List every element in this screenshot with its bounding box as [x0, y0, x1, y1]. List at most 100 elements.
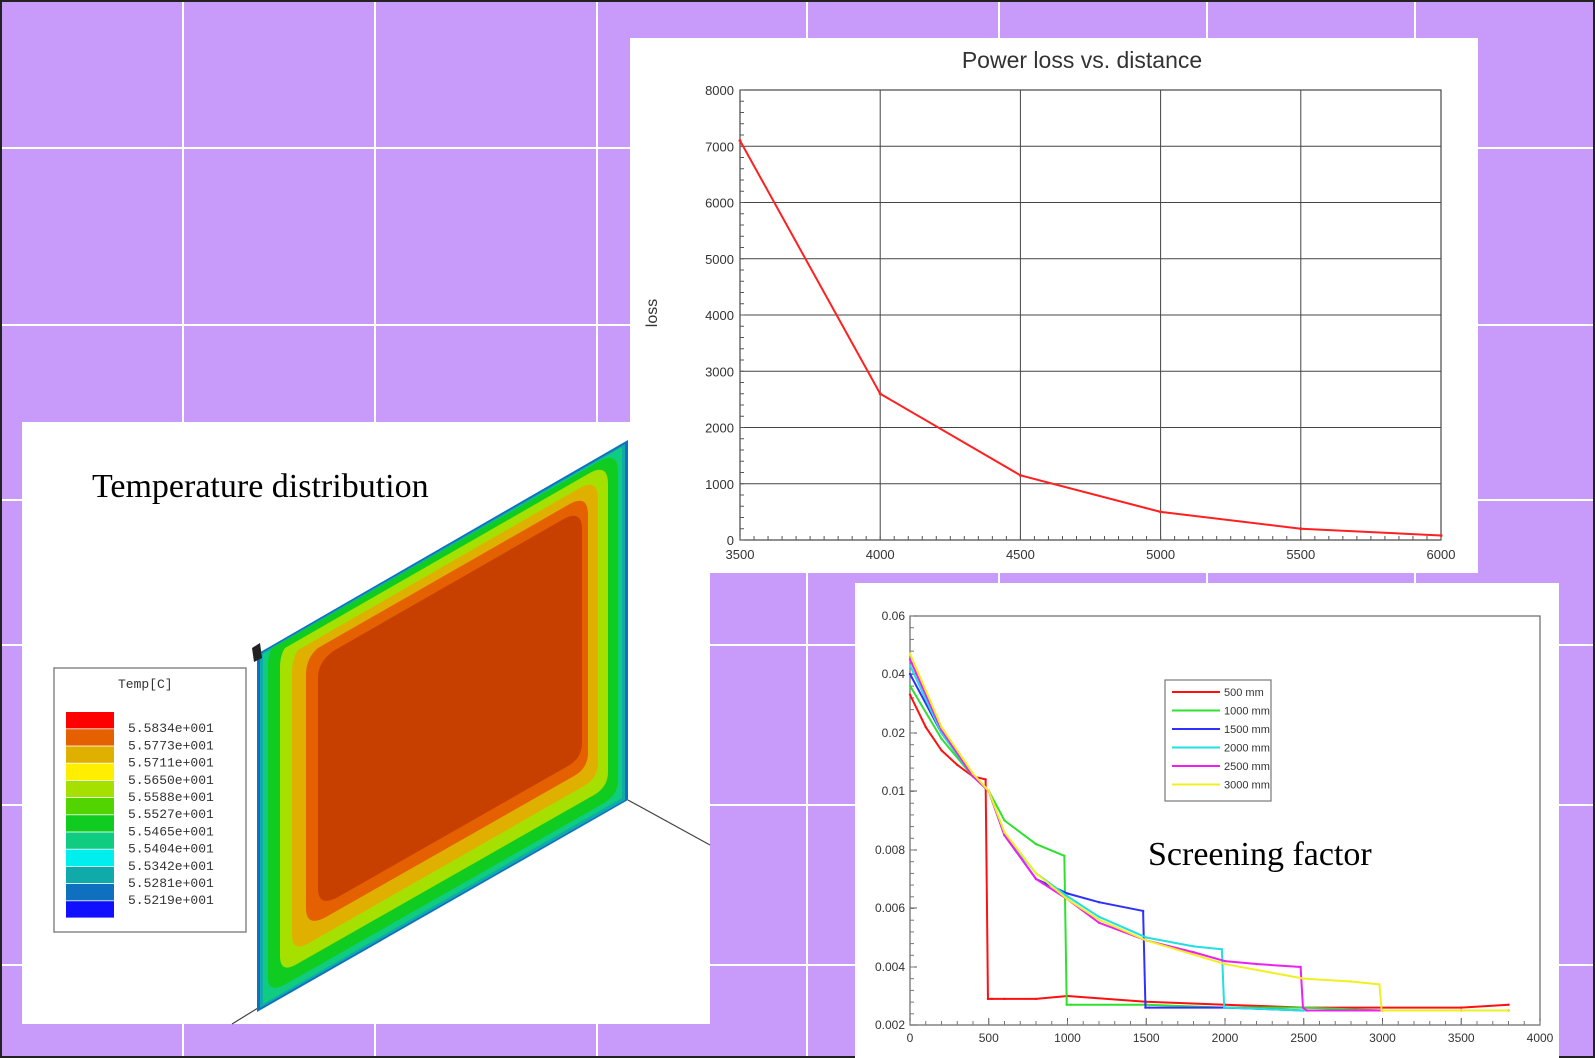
- screening-x-tick-label: 3500: [1448, 1031, 1475, 1045]
- axis-stub-bottom: [231, 1007, 259, 1025]
- screening-legend-label: 1000 mm: [1224, 706, 1270, 718]
- screening-data-point: [908, 658, 912, 661]
- screening-y-tick-label: 0.01: [882, 784, 906, 798]
- temperature-legend: Temp[C] 5.5834e+001 5.5773e+001 5.5711e+00…: [53, 667, 247, 933]
- screening-data-point: [1097, 901, 1101, 904]
- screening-x-tick-label: 2500: [1290, 1031, 1317, 1045]
- temperature-legend-value: 5.5465e+001: [128, 824, 214, 839]
- temperature-label: Temperature distribution: [92, 468, 429, 505]
- screening-legend-label: 2500 mm: [1224, 761, 1270, 773]
- screening-data-point: [987, 789, 990, 793]
- power-loss-y-tick-label: 7000: [705, 139, 734, 154]
- power-loss-x-tick-label: 3500: [726, 547, 755, 562]
- screening-data-point: [940, 737, 943, 740]
- axis-stub-right: [627, 799, 711, 846]
- screening-data-point: [1003, 831, 1006, 834]
- screening-x-tick-label: 0: [907, 1031, 914, 1045]
- screening-data-point: [908, 664, 912, 667]
- screening-data-point: [1380, 1009, 1383, 1012]
- screening-y-tick-label: 0.006: [875, 901, 905, 915]
- power-loss-y-tick-label: 6000: [705, 196, 734, 211]
- power-loss-series-line: [739, 140, 1442, 537]
- power-loss-panel-background: [630, 38, 1478, 573]
- screening-data-point: [1069, 1003, 1072, 1006]
- power-loss-x-tick-label: 5000: [1146, 547, 1175, 562]
- temperature-legend-swatch: [66, 884, 114, 901]
- screening-data-point: [1148, 1006, 1151, 1009]
- temperature-legend-title: Temp[C]: [118, 677, 173, 692]
- screening-panel: Screening factor 0.0020.0040.0060.0080.0…: [855, 583, 1559, 1058]
- screening-data-point: [1066, 892, 1069, 895]
- screening-data-point: [971, 775, 975, 778]
- screening-data-point: [956, 763, 959, 767]
- screening-data-point: [1255, 962, 1258, 966]
- temperature-legend-items: 5.5834e+001 5.5773e+001 5.5711e+001 5.5650e…: [66, 712, 214, 918]
- power-loss-data-point: [1299, 527, 1303, 531]
- screening-data-point: [908, 684, 912, 687]
- screening-data-point: [1299, 965, 1302, 969]
- screening-data-point: [1223, 1006, 1226, 1009]
- screening-data-point: [1063, 854, 1066, 857]
- temperature-legend-swatch: [66, 798, 114, 815]
- screening-data-point: [1034, 997, 1038, 1001]
- screening-data-point: [1145, 936, 1148, 939]
- screening-data-point: [1507, 1009, 1510, 1012]
- screening-legend-label: 3000 mm: [1224, 780, 1270, 792]
- power-loss-x-tick-label: 6000: [1427, 547, 1456, 562]
- contour-band-8: [318, 515, 582, 901]
- power-loss-y-tick-label: 2000: [705, 421, 734, 436]
- temperature-panel: Temperature distribution Temp[C] 5.5834e…: [22, 422, 711, 1025]
- screening-data-point: [1003, 997, 1006, 1001]
- screening-data-point: [1305, 1009, 1309, 1012]
- temperature-legend-value: 5.5404e+001: [128, 842, 214, 857]
- screening-data-point: [1066, 895, 1069, 898]
- screening-data-point: [1097, 921, 1101, 924]
- screening-axes: 0.002 0.004 0.006 0.008 0.01 0.02 0.04 0.06 0 500…: [875, 609, 1554, 1045]
- temperature-legend-swatch: [66, 729, 114, 746]
- screening-data-point: [1065, 1003, 1068, 1006]
- screening-data-point: [924, 725, 927, 729]
- power-loss-grid: [739, 89, 1442, 541]
- temperature-legend-value: 5.5342e+001: [128, 859, 214, 874]
- screening-data-point: [1220, 948, 1224, 951]
- screening-x-tick-label: 1000: [1054, 1031, 1081, 1045]
- power-loss-ylabel: loss: [644, 299, 661, 327]
- screening-series: [908, 652, 1510, 1012]
- power-loss-data-point: [878, 392, 882, 396]
- power-loss-data-point: [738, 139, 742, 143]
- screening-panel-background: [855, 583, 1559, 1058]
- screening-x-tick-label: 3000: [1369, 1031, 1396, 1045]
- screening-y-tick-label: 0.008: [875, 843, 905, 857]
- temperature-legend-swatch: [66, 849, 114, 866]
- screening-legend-label: 1500 mm: [1224, 724, 1270, 736]
- screening-data-point: [1192, 951, 1195, 954]
- screening-data-point: [940, 749, 943, 752]
- temperature-legend-swatch: [66, 866, 114, 884]
- screening-y-tick-label: 0.002: [875, 1018, 905, 1032]
- power-loss-data-point: [1439, 534, 1443, 537]
- screening-legend-box: [1164, 679, 1272, 802]
- power-loss-title: Power loss vs. distance: [962, 47, 1202, 73]
- temperature-legend-value: 5.5281e+001: [128, 876, 214, 891]
- screening-legend-items: 500 mm 1000 mm 1500 mm 2000 mm 2500 mm 3000 m…: [1172, 687, 1270, 792]
- screening-data-point: [1226, 1006, 1230, 1009]
- power-loss-y-tick-label: 5000: [705, 252, 734, 267]
- screening-data-point: [971, 772, 975, 775]
- power-loss-x-tick-label: 4500: [1006, 547, 1035, 562]
- power-loss-y-tick-label: 0: [727, 533, 734, 548]
- screening-data-point: [1003, 819, 1006, 822]
- power-loss-y-tick-label: 4000: [705, 308, 734, 323]
- temperature-legend-swatch: [66, 712, 114, 729]
- screening-data-point: [908, 693, 912, 696]
- temperature-legend-value: 5.5527e+001: [128, 807, 214, 822]
- plate-corner-marker: [252, 643, 262, 662]
- screening-legend-label: 500 mm: [1224, 687, 1264, 699]
- screening-data-point: [1192, 945, 1195, 948]
- screening-data-point: [940, 725, 943, 729]
- screening-data-point: [1097, 918, 1101, 921]
- screening-data-point: [1302, 977, 1305, 980]
- screening-x-tick-label: 500: [979, 1031, 999, 1045]
- power-loss-x-tick-label: 4000: [866, 547, 895, 562]
